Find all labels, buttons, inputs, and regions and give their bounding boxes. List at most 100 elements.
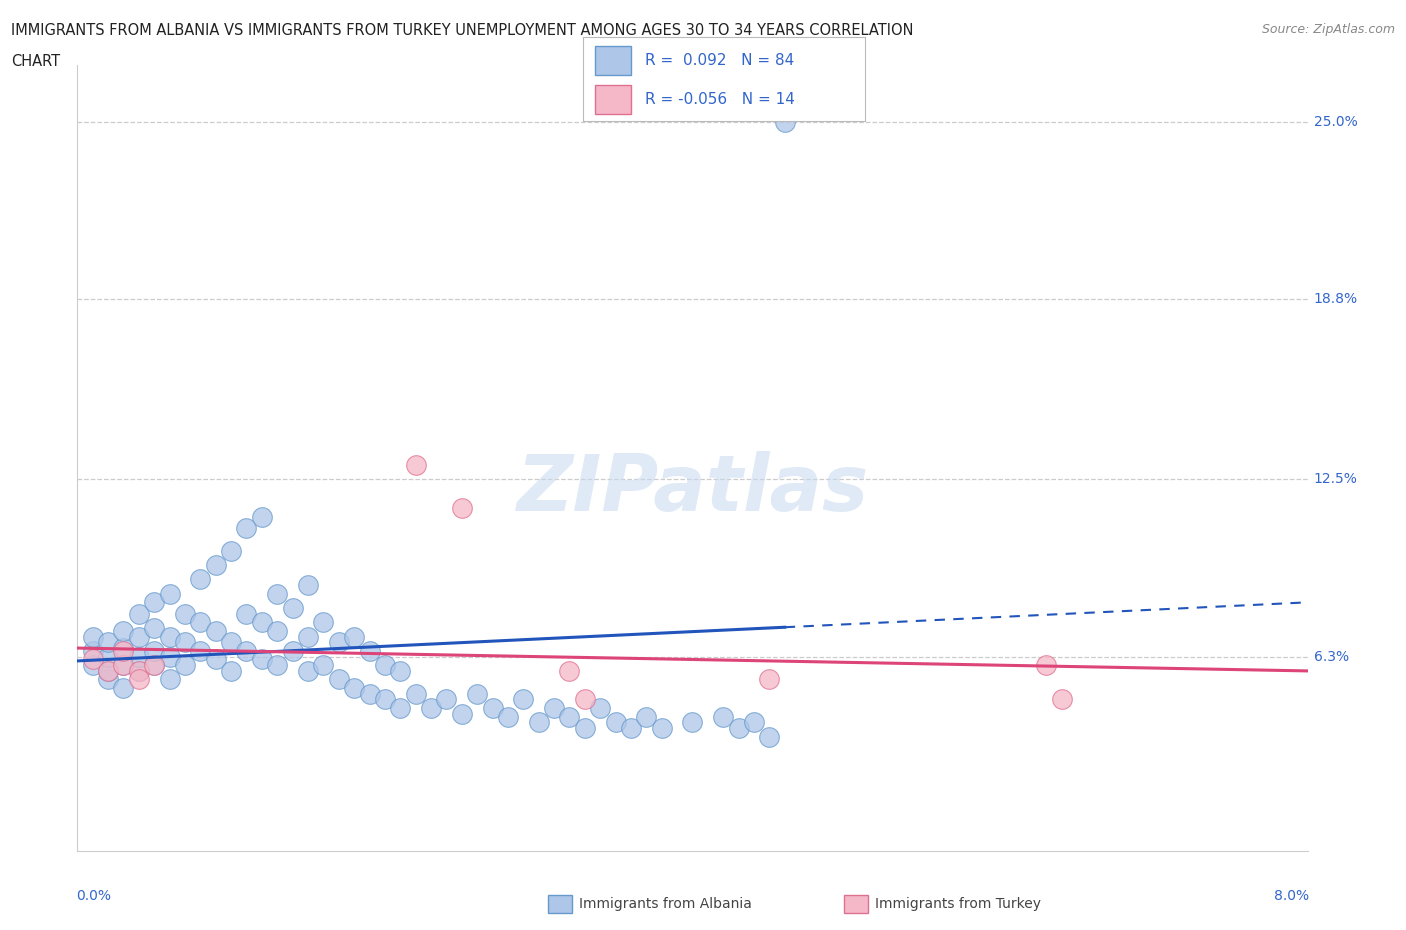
Point — [389, 663, 412, 678]
Point — [112, 658, 135, 672]
Point — [343, 630, 366, 644]
Point — [389, 700, 412, 715]
Point — [682, 715, 704, 730]
Point — [266, 658, 288, 672]
Point — [143, 644, 166, 658]
Point — [112, 658, 135, 672]
Point — [312, 615, 335, 630]
Point — [159, 586, 181, 601]
Point — [436, 692, 458, 707]
Point — [297, 663, 319, 678]
Point — [359, 644, 381, 658]
Point — [1050, 692, 1073, 707]
Point — [159, 672, 181, 687]
Point — [343, 681, 366, 696]
Point — [758, 672, 780, 687]
Point — [1035, 658, 1057, 672]
Point — [420, 700, 443, 715]
Text: Immigrants from Turkey: Immigrants from Turkey — [875, 897, 1040, 911]
Text: Source: ZipAtlas.com: Source: ZipAtlas.com — [1261, 23, 1395, 36]
Point — [97, 672, 120, 687]
Point — [727, 721, 749, 736]
Point — [112, 623, 135, 638]
Point — [204, 623, 226, 638]
Point — [558, 663, 581, 678]
Text: 8.0%: 8.0% — [1274, 889, 1309, 903]
Point — [97, 663, 120, 678]
Point — [82, 630, 104, 644]
Point — [97, 649, 120, 664]
Text: 0.0%: 0.0% — [76, 889, 111, 903]
Point — [188, 615, 212, 630]
Point — [527, 715, 550, 730]
Point — [328, 635, 350, 650]
Point — [174, 606, 197, 621]
Point — [128, 663, 150, 678]
Point — [97, 663, 120, 678]
Point — [374, 692, 396, 707]
Text: IMMIGRANTS FROM ALBANIA VS IMMIGRANTS FROM TURKEY UNEMPLOYMENT AMONG AGES 30 TO : IMMIGRANTS FROM ALBANIA VS IMMIGRANTS FR… — [11, 23, 914, 38]
Point — [143, 658, 166, 672]
Point — [235, 644, 257, 658]
Point — [651, 721, 673, 736]
Point — [143, 620, 166, 635]
Point — [312, 658, 335, 672]
Point — [742, 715, 765, 730]
Point — [174, 658, 197, 672]
Point — [82, 644, 104, 658]
Point — [128, 606, 150, 621]
Point — [605, 715, 627, 730]
Point — [558, 710, 581, 724]
Point — [112, 681, 135, 696]
Point — [636, 710, 658, 724]
Point — [711, 710, 734, 724]
Point — [188, 644, 212, 658]
Text: 25.0%: 25.0% — [1313, 115, 1357, 129]
Point — [128, 649, 150, 664]
Point — [758, 729, 780, 744]
Point — [450, 707, 472, 722]
Point — [589, 700, 612, 715]
Point — [159, 649, 181, 664]
Point — [82, 652, 104, 667]
Text: 6.3%: 6.3% — [1313, 650, 1348, 664]
Text: CHART: CHART — [11, 54, 60, 69]
Point — [281, 601, 304, 616]
Point — [143, 658, 166, 672]
Point — [450, 500, 472, 515]
Point — [543, 700, 565, 715]
Point — [328, 672, 350, 687]
Point — [204, 558, 226, 573]
Point — [574, 692, 596, 707]
Point — [250, 652, 273, 667]
Point — [112, 641, 135, 656]
Bar — [595, 85, 631, 114]
Point — [219, 543, 242, 558]
Point — [359, 686, 381, 701]
Point — [143, 595, 166, 610]
Point — [82, 658, 104, 672]
Text: 12.5%: 12.5% — [1313, 472, 1358, 486]
Point — [405, 686, 427, 701]
Point — [128, 630, 150, 644]
Point — [159, 630, 181, 644]
Point — [219, 635, 242, 650]
Point — [174, 635, 197, 650]
Point — [481, 700, 503, 715]
Text: R =  0.092   N = 84: R = 0.092 N = 84 — [645, 53, 794, 68]
Text: Immigrants from Albania: Immigrants from Albania — [579, 897, 752, 911]
Point — [281, 644, 304, 658]
Point — [574, 721, 596, 736]
Text: 18.8%: 18.8% — [1313, 292, 1358, 306]
Point — [188, 572, 212, 587]
Point — [620, 721, 643, 736]
Point — [405, 458, 427, 472]
Bar — [595, 46, 631, 75]
Point — [266, 586, 288, 601]
Point — [496, 710, 519, 724]
Point — [297, 578, 319, 592]
Point — [128, 672, 150, 687]
Point — [250, 615, 273, 630]
Point — [204, 652, 226, 667]
Point — [235, 606, 257, 621]
